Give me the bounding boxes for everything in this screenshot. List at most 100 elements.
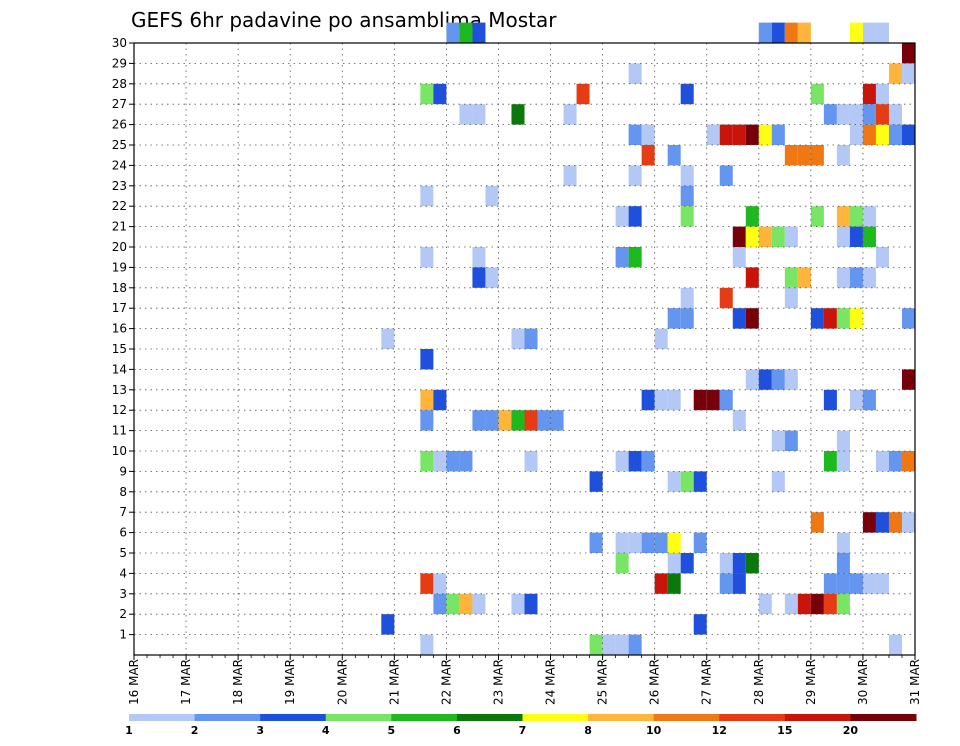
precip-cell xyxy=(758,124,772,145)
precip-cell xyxy=(745,226,759,247)
precip-cell xyxy=(628,451,642,472)
precip-cell xyxy=(420,451,434,472)
precip-cell xyxy=(420,185,434,207)
y-tick-label: 24 xyxy=(112,158,127,172)
precip-cell xyxy=(771,369,785,390)
y-tick-label: 17 xyxy=(112,301,127,315)
precip-cell xyxy=(446,22,460,43)
y-tick-label: 28 xyxy=(112,77,127,91)
legend-swatch xyxy=(588,714,655,721)
y-tick-label: 19 xyxy=(112,260,127,274)
legend-label: 15 xyxy=(777,724,792,737)
precip-cell xyxy=(758,593,772,615)
legend-swatch xyxy=(391,714,458,721)
precip-cell xyxy=(667,145,681,166)
precip-cell xyxy=(823,451,837,472)
x-tick-label: 24 MAR xyxy=(544,659,558,705)
precip-cell xyxy=(901,124,915,145)
precip-cell xyxy=(459,593,473,615)
precip-cell xyxy=(901,43,915,64)
legend-swatch xyxy=(850,714,917,721)
precip-cell xyxy=(420,349,434,370)
precip-cell xyxy=(420,389,434,411)
precip-cell xyxy=(719,124,733,145)
y-tick-label: 20 xyxy=(112,240,127,254)
legend-swatch xyxy=(194,714,261,721)
legend-label: 10 xyxy=(646,724,662,737)
legend-swatch xyxy=(325,714,392,721)
precip-cell xyxy=(810,308,824,329)
y-tick-label: 13 xyxy=(112,383,127,397)
precip-cell xyxy=(784,369,798,390)
precip-cell xyxy=(849,206,863,227)
precip-cell xyxy=(433,451,447,472)
precip-cell xyxy=(680,308,694,329)
precip-cell xyxy=(472,22,486,43)
y-tick-label: 16 xyxy=(112,322,127,336)
precip-cell xyxy=(654,328,668,349)
legend-swatch xyxy=(653,714,720,721)
y-tick-label: 10 xyxy=(112,444,127,458)
precip-cell xyxy=(615,247,629,268)
precip-cell xyxy=(381,614,395,635)
precip-cell xyxy=(901,512,915,533)
precip-cell xyxy=(862,104,876,125)
precip-cell xyxy=(771,471,785,492)
precip-cell xyxy=(771,430,785,451)
legend-label: 5 xyxy=(388,724,396,737)
precip-cell xyxy=(797,267,811,288)
precip-cell xyxy=(771,226,785,247)
precip-cell xyxy=(836,593,850,615)
precip-cell xyxy=(849,226,863,247)
precip-cell xyxy=(797,593,811,615)
x-tick-label: 28 MAR xyxy=(752,659,766,705)
precip-cell xyxy=(862,226,876,247)
precip-cell xyxy=(563,165,577,186)
precip-cell xyxy=(758,226,772,247)
x-tick-label: 17 MAR xyxy=(179,659,193,705)
precip-cell xyxy=(745,553,759,574)
y-tick-label: 23 xyxy=(112,179,127,193)
precip-cell xyxy=(810,145,824,166)
precip-cell xyxy=(602,634,616,655)
precip-cell xyxy=(849,104,863,125)
precip-cell xyxy=(615,532,629,553)
precip-cell xyxy=(875,83,889,105)
legend-label: 20 xyxy=(843,724,859,737)
y-tick-label: 1 xyxy=(119,628,127,642)
precip-cell xyxy=(446,451,460,472)
precip-cell xyxy=(654,389,668,411)
precip-cell xyxy=(797,145,811,166)
y-tick-label: 2 xyxy=(119,607,127,621)
precip-cell xyxy=(680,185,694,207)
precip-cell xyxy=(901,63,915,84)
precip-cell xyxy=(420,573,434,594)
precip-cell xyxy=(862,124,876,145)
precip-cell xyxy=(589,471,603,492)
precip-cell xyxy=(784,267,798,288)
precip-cell xyxy=(420,247,434,268)
precip-cell xyxy=(836,532,850,553)
precip-cell xyxy=(628,247,642,268)
precip-cell xyxy=(810,512,824,533)
legend-label: 1 xyxy=(125,724,133,737)
precip-cell xyxy=(732,573,746,594)
precip-cell xyxy=(511,328,525,349)
y-tick-label: 27 xyxy=(112,97,127,111)
y-tick-label: 6 xyxy=(119,526,127,540)
x-tick-label: 18 MAR xyxy=(231,659,245,705)
precip-cell xyxy=(875,247,889,268)
precip-cell xyxy=(836,553,850,574)
y-tick-label: 22 xyxy=(112,199,127,213)
precip-cell xyxy=(836,308,850,329)
precip-cell xyxy=(732,553,746,574)
precip-cell xyxy=(758,22,772,43)
precip-cell xyxy=(693,389,707,411)
precip-cell xyxy=(836,573,850,594)
precip-cell xyxy=(628,206,642,227)
precip-cell xyxy=(745,124,759,145)
precip-cell xyxy=(849,124,863,145)
y-tick-label: 18 xyxy=(112,281,127,295)
precip-cell xyxy=(433,573,447,594)
precip-cell xyxy=(381,328,395,349)
